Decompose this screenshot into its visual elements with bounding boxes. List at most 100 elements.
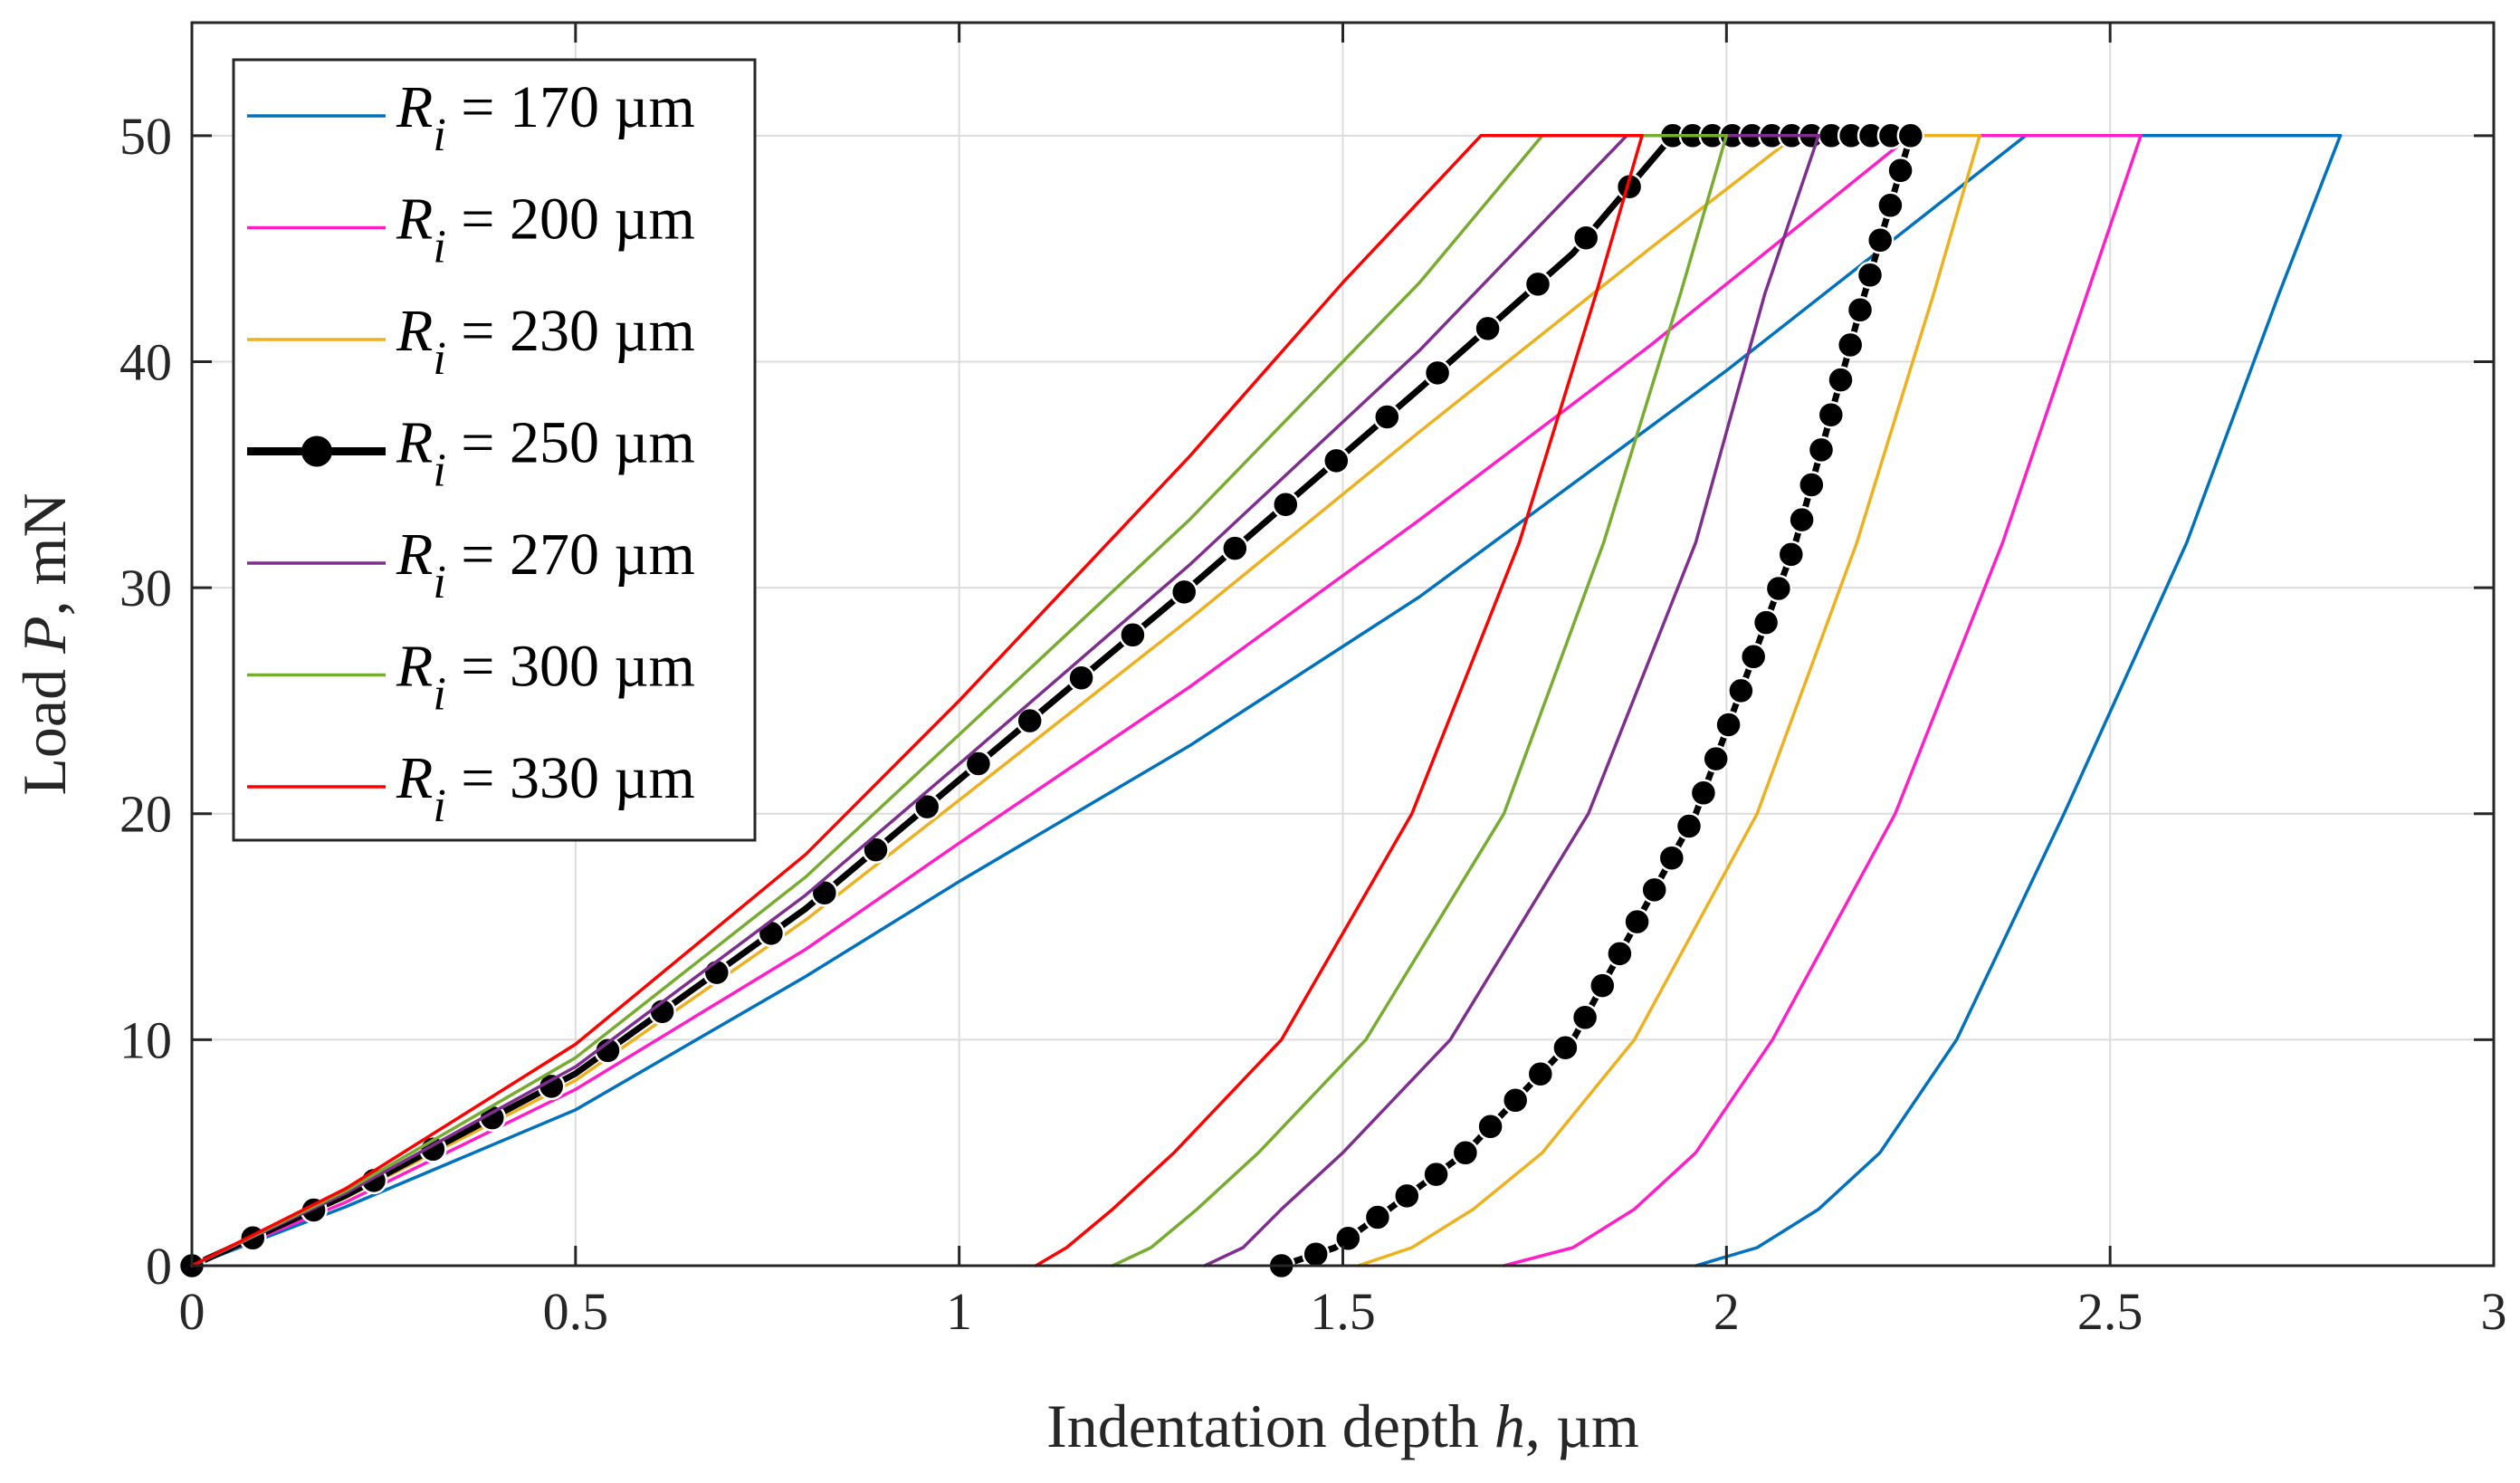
x-tick-label: 3 [2481,1282,2507,1341]
legend-entry-4[interactable]: Ri = 250 µm [247,410,695,497]
series-marker [1689,779,1718,808]
series-line-unloading [1694,134,2343,1268]
series-line-loading [190,134,2028,1268]
x-axis-title: Indentation depth h, µm [1046,1392,1639,1460]
x-tick-label: 1 [946,1282,972,1341]
series-7 [190,134,1644,1268]
series-marker [1119,621,1147,649]
series-marker [1067,664,1095,692]
series-marker [1807,435,1836,464]
series-group [177,121,2343,1280]
series-marker [1016,706,1044,735]
legend-label: Ri = 230 µm [396,298,695,385]
series-marker [1856,261,1885,290]
y-tick-label: 50 [119,107,172,166]
legend-label: Ri = 170 µm [396,74,695,161]
series-line-loading [190,134,1544,1268]
series-marker [1846,296,1875,324]
series-marker [1788,505,1816,534]
y-tick-label: 40 [119,332,172,391]
x-tick-label: 2 [1713,1282,1740,1341]
series-marker [1866,226,1895,254]
series-marker [702,958,731,987]
series-marker [1714,711,1742,739]
series-marker [1393,1182,1421,1210]
series-marker [1363,1203,1392,1231]
series-marker [1423,359,1452,387]
legend-entry-1[interactable]: Ri = 170 µm [247,74,695,161]
series-line-unloading [1356,134,1981,1268]
legend-label: Ri = 250 µm [396,410,695,497]
series-marker [1551,1033,1580,1062]
legend-label: Ri = 330 µm [396,745,695,832]
y-tick-label: 0 [146,1237,172,1296]
x-tick-label: 1.5 [1310,1282,1376,1341]
x-tick-label: 2.5 [2077,1282,2143,1341]
legend[interactable]: Ri = 170 µm Ri = 200 µm Ri = 230 µm Ri = 25… [232,58,757,842]
series-marker [964,750,993,778]
series-marker [1827,366,1855,394]
series-marker [1221,534,1249,562]
series-marker [1777,541,1806,569]
series-marker [1675,812,1704,840]
series-marker [912,792,941,821]
legend-label: Ri = 300 µm [396,634,695,721]
legend-label: Ri = 200 µm [396,187,695,273]
series-marker [1571,224,1600,252]
series-marker [1373,403,1401,431]
legend-entry-6[interactable]: Ri = 300 µm [247,634,695,721]
series-marker [1702,744,1730,773]
series-marker [1523,270,1552,299]
series-line-loading [190,134,1628,1268]
series-marker [1623,907,1651,936]
x-tick-label: 0 [179,1282,205,1341]
legend-entry-7[interactable]: Ri = 330 µm [247,745,695,832]
series-marker [810,878,839,907]
series-marker [1640,875,1668,904]
axis-titles: Indentation depth h, µm Load P, mN [10,493,1639,1460]
series-marker [1896,121,1925,150]
series-marker [1422,1160,1450,1189]
series-marker [1501,1086,1530,1115]
legend-marker [301,435,332,467]
series-marker [1476,1113,1504,1141]
series-marker [1570,1003,1599,1032]
series-marker [1169,578,1198,607]
y-axis-title: Load P, mN [10,493,79,795]
series-marker [1526,1059,1555,1088]
x-tick-label: 0.5 [543,1282,609,1341]
series-line-unloading [1111,134,1729,1268]
series-marker [1817,400,1846,429]
series-marker [1727,676,1755,705]
series-line-loading [190,134,1798,1268]
series-marker [1798,471,1826,499]
series-marker [1474,314,1502,343]
series-marker [1272,490,1300,519]
series-marker [1876,191,1904,220]
series-marker [1886,157,1914,185]
series-marker [1589,971,1617,1000]
series-marker [1739,643,1768,671]
series-marker [1764,574,1793,603]
series-marker [1657,844,1686,872]
series-marker [757,919,786,948]
series-marker [1302,1239,1330,1268]
series-marker [1752,608,1780,636]
y-tick-label: 10 [119,1010,172,1069]
series-marker [1836,330,1865,359]
legend-entry-5[interactable]: Ri = 270 µm [247,521,695,608]
legend-entry-3[interactable]: Ri = 230 µm [247,298,695,385]
series-line-unloading [1203,134,1820,1268]
series-marker [1322,446,1351,475]
series-line-unloading [1034,134,1644,1268]
legend-entry-2[interactable]: Ri = 200 µm [247,187,695,273]
y-tick-label: 30 [119,559,172,617]
series-marker [1334,1224,1362,1253]
legend-label: Ri = 270 µm [396,521,695,608]
series-line-loading [190,134,1913,1268]
series-marker [1451,1139,1480,1167]
y-tick-label: 20 [119,785,172,844]
series-line-loading [190,134,1483,1268]
series-marker [1606,940,1634,968]
